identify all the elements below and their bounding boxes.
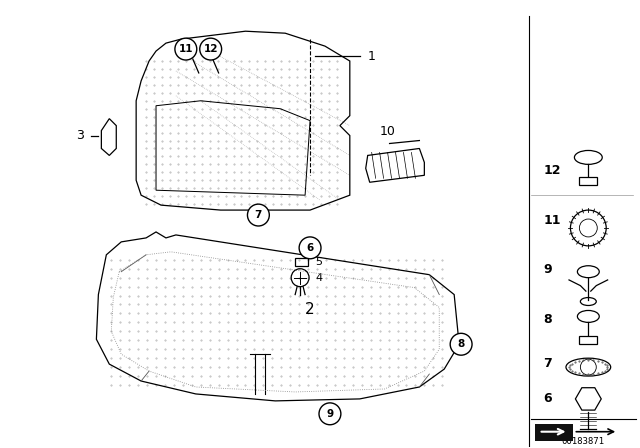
Text: 11: 11 [179,44,193,54]
Ellipse shape [580,297,596,306]
Text: 8: 8 [458,339,465,349]
Text: 2: 2 [305,302,315,317]
Circle shape [319,403,341,425]
Circle shape [175,38,196,60]
Polygon shape [579,177,597,185]
Ellipse shape [577,310,599,323]
Text: 5: 5 [315,257,322,267]
Text: 7: 7 [255,210,262,220]
Ellipse shape [577,266,599,278]
Text: 6: 6 [543,392,552,405]
Text: 10: 10 [380,125,396,138]
Circle shape [299,237,321,259]
Text: 4: 4 [315,273,322,283]
Text: 7: 7 [543,357,552,370]
Circle shape [450,333,472,355]
Text: 1: 1 [368,50,376,63]
Circle shape [248,204,269,226]
Polygon shape [534,424,573,441]
Polygon shape [575,388,601,410]
Text: 11: 11 [543,214,561,227]
Ellipse shape [575,151,602,164]
Circle shape [200,38,221,60]
Text: 12: 12 [204,44,218,54]
Text: 8: 8 [543,313,552,326]
Text: 6: 6 [307,243,314,253]
Text: 00183871: 00183871 [562,437,605,446]
Polygon shape [579,336,597,344]
Text: 12: 12 [543,164,561,177]
Circle shape [570,210,606,246]
Ellipse shape [566,358,611,376]
Text: 3: 3 [76,129,83,142]
Text: 9: 9 [543,263,552,276]
Text: 9: 9 [326,409,333,419]
